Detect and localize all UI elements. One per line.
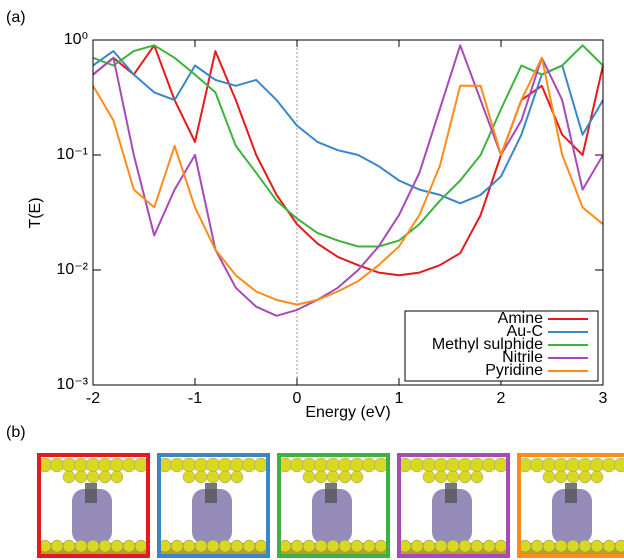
panel-label: (b) (6, 424, 26, 441)
atom (567, 471, 579, 483)
structure-image (37, 453, 150, 558)
atom (327, 540, 339, 552)
atom (231, 471, 243, 483)
atom (351, 471, 363, 483)
atom (411, 540, 423, 552)
x-axis-label: Energy (eV) (305, 404, 390, 421)
atom (494, 458, 508, 472)
atom (63, 471, 75, 483)
x-tick-label: -1 (188, 390, 202, 407)
y-tick-label: 10⁻³ (56, 376, 88, 393)
atom (75, 540, 87, 552)
atom (555, 540, 567, 552)
y-tick-label: 10⁰ (64, 31, 88, 48)
atom (231, 540, 243, 552)
figure: (a) (b) Energy (eV) T(E) -2 -1 0 1 2 3 10⁻³ 10⁻… (0, 0, 624, 560)
atom (591, 540, 603, 552)
atom (123, 540, 135, 552)
atom (363, 540, 375, 552)
atom (459, 471, 471, 483)
atom (603, 540, 615, 552)
atom (435, 540, 447, 552)
x-tick-label: 2 (497, 390, 506, 407)
structure-image (277, 453, 390, 558)
page: (a) (b) Energy (eV) T(E) -2 -1 0 1 2 3 10⁻³ 10⁻… (0, 0, 624, 560)
atom (255, 540, 267, 552)
atom (459, 540, 471, 552)
panel-label: (a) (6, 9, 26, 26)
y-axis-label: T(E) (27, 197, 44, 228)
atom (423, 471, 435, 483)
structure-image (157, 453, 270, 558)
x-tick-label: -2 (86, 390, 100, 407)
atom (195, 540, 207, 552)
atom (219, 471, 231, 483)
series-line (93, 45, 603, 246)
atom (195, 471, 207, 483)
atom (243, 540, 255, 552)
molecule (205, 483, 217, 503)
molecule (85, 483, 97, 503)
x-tick-label: 0 (293, 390, 302, 407)
atom (327, 471, 339, 483)
atom (579, 471, 591, 483)
atom (543, 540, 555, 552)
atom (495, 540, 507, 552)
atom (579, 540, 591, 552)
molecule (325, 483, 337, 503)
atom (303, 540, 315, 552)
atom (303, 471, 315, 483)
atom (135, 540, 147, 552)
atom (99, 540, 111, 552)
x-tick-label: 3 (599, 390, 608, 407)
atom (339, 540, 351, 552)
atom (567, 540, 579, 552)
atom (183, 471, 195, 483)
atom (447, 540, 459, 552)
series-line (93, 51, 603, 203)
atom (555, 471, 567, 483)
atom (75, 471, 87, 483)
atom (254, 458, 268, 472)
atom (51, 540, 63, 552)
atom (63, 540, 75, 552)
atom (483, 540, 495, 552)
atom (134, 458, 148, 472)
atom (471, 540, 483, 552)
atom (171, 540, 183, 552)
atom (219, 540, 231, 552)
atom (374, 458, 388, 472)
atom (207, 471, 219, 483)
legend-label: Pyridine (485, 362, 543, 379)
molecule (565, 483, 577, 503)
atom (375, 540, 387, 552)
atom (315, 540, 327, 552)
atom (111, 471, 123, 483)
atom (435, 471, 447, 483)
y-tick-label: 10⁻¹ (56, 146, 88, 163)
molecule (445, 483, 457, 503)
x-tick-label: 1 (395, 390, 404, 407)
atom (351, 540, 363, 552)
atom (87, 471, 99, 483)
atom (207, 540, 219, 552)
atom (339, 471, 351, 483)
structure-image (517, 453, 624, 558)
y-tick-label: 10⁻² (56, 261, 88, 278)
atom (591, 471, 603, 483)
atom (99, 471, 111, 483)
atom (315, 471, 327, 483)
atom (447, 471, 459, 483)
atom (543, 471, 555, 483)
atom (183, 540, 195, 552)
atom (87, 540, 99, 552)
series-line (93, 58, 603, 305)
atom (471, 471, 483, 483)
structure-image (397, 453, 510, 558)
atom (291, 540, 303, 552)
atom (111, 540, 123, 552)
atom (423, 540, 435, 552)
atom (531, 540, 543, 552)
